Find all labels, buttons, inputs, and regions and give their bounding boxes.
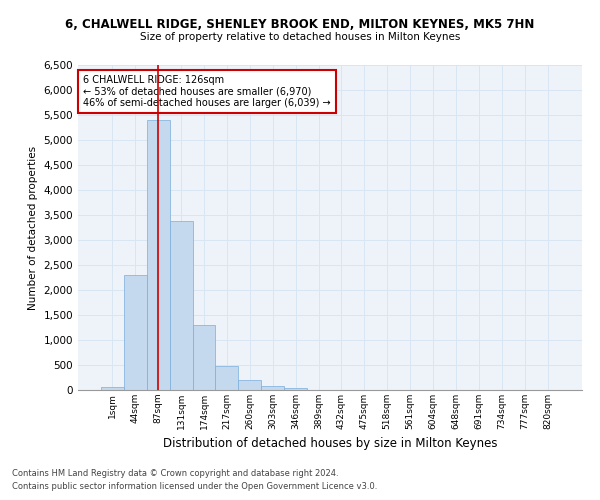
Bar bbox=[284, 388, 307, 390]
Bar bbox=[193, 324, 215, 390]
Text: Size of property relative to detached houses in Milton Keynes: Size of property relative to detached ho… bbox=[140, 32, 460, 42]
Bar bbox=[124, 275, 147, 390]
Bar bbox=[215, 366, 238, 390]
Bar bbox=[101, 386, 124, 390]
X-axis label: Distribution of detached houses by size in Milton Keynes: Distribution of detached houses by size … bbox=[163, 438, 497, 450]
Text: Contains public sector information licensed under the Open Government Licence v3: Contains public sector information licen… bbox=[12, 482, 377, 491]
Bar bbox=[170, 221, 193, 390]
Bar bbox=[261, 386, 284, 390]
Text: Contains HM Land Registry data © Crown copyright and database right 2024.: Contains HM Land Registry data © Crown c… bbox=[12, 468, 338, 477]
Y-axis label: Number of detached properties: Number of detached properties bbox=[28, 146, 38, 310]
Text: 6, CHALWELL RIDGE, SHENLEY BROOK END, MILTON KEYNES, MK5 7HN: 6, CHALWELL RIDGE, SHENLEY BROOK END, MI… bbox=[65, 18, 535, 30]
Bar bbox=[238, 380, 261, 390]
Bar bbox=[147, 120, 170, 390]
Text: 6 CHALWELL RIDGE: 126sqm
← 53% of detached houses are smaller (6,970)
46% of sem: 6 CHALWELL RIDGE: 126sqm ← 53% of detach… bbox=[83, 74, 331, 108]
